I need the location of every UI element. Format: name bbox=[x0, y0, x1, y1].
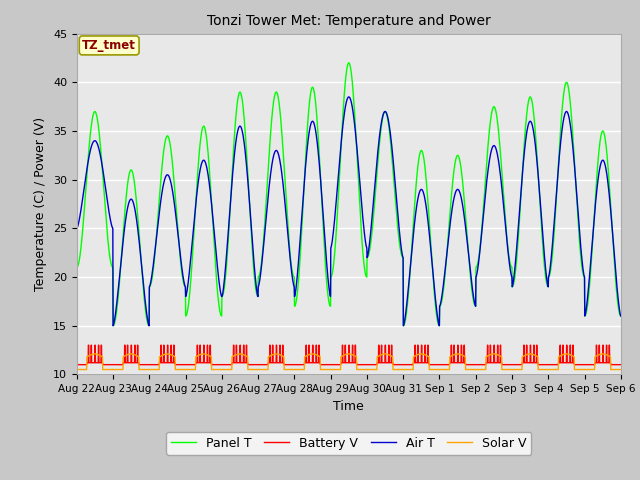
Battery V bbox=[584, 362, 592, 368]
Panel T bbox=[508, 264, 515, 269]
Panel T bbox=[377, 129, 385, 135]
Text: TZ_tmet: TZ_tmet bbox=[82, 39, 136, 52]
Battery V bbox=[365, 362, 372, 368]
Solar V bbox=[73, 367, 81, 372]
Panel T bbox=[73, 264, 81, 270]
Air T bbox=[570, 148, 577, 154]
Battery V bbox=[617, 362, 625, 368]
Air T bbox=[508, 272, 515, 278]
Battery V bbox=[84, 342, 92, 348]
Solar V bbox=[225, 367, 232, 372]
Panel T bbox=[225, 230, 232, 236]
Air T bbox=[109, 323, 117, 329]
Line: Panel T: Panel T bbox=[77, 63, 621, 326]
Air T bbox=[73, 226, 81, 231]
Panel T bbox=[584, 296, 592, 302]
Battery V bbox=[376, 360, 384, 366]
Solar V bbox=[376, 352, 384, 358]
Panel T bbox=[365, 251, 372, 257]
Panel T bbox=[617, 313, 625, 319]
Battery V bbox=[73, 362, 81, 368]
Solar V bbox=[91, 351, 99, 357]
Air T bbox=[377, 124, 385, 130]
Battery V bbox=[507, 362, 515, 368]
Air T bbox=[225, 222, 232, 228]
Solar V bbox=[569, 353, 577, 359]
Legend: Panel T, Battery V, Air T, Solar V: Panel T, Battery V, Air T, Solar V bbox=[166, 432, 531, 455]
Solar V bbox=[584, 367, 592, 372]
Battery V bbox=[569, 342, 577, 348]
Line: Battery V: Battery V bbox=[77, 345, 621, 365]
Solar V bbox=[365, 367, 372, 372]
Air T bbox=[365, 246, 372, 252]
Solar V bbox=[507, 367, 515, 372]
Panel T bbox=[345, 60, 353, 66]
Air T bbox=[617, 313, 625, 319]
Air T bbox=[345, 94, 353, 100]
Line: Solar V: Solar V bbox=[77, 354, 621, 370]
Solar V bbox=[617, 367, 625, 372]
Panel T bbox=[109, 323, 117, 329]
Battery V bbox=[225, 362, 232, 368]
X-axis label: Time: Time bbox=[333, 400, 364, 413]
Air T bbox=[584, 287, 592, 293]
Line: Air T: Air T bbox=[77, 97, 621, 326]
Y-axis label: Temperature (C) / Power (V): Temperature (C) / Power (V) bbox=[35, 117, 47, 291]
Title: Tonzi Tower Met: Temperature and Power: Tonzi Tower Met: Temperature and Power bbox=[207, 14, 491, 28]
Panel T bbox=[570, 138, 577, 144]
